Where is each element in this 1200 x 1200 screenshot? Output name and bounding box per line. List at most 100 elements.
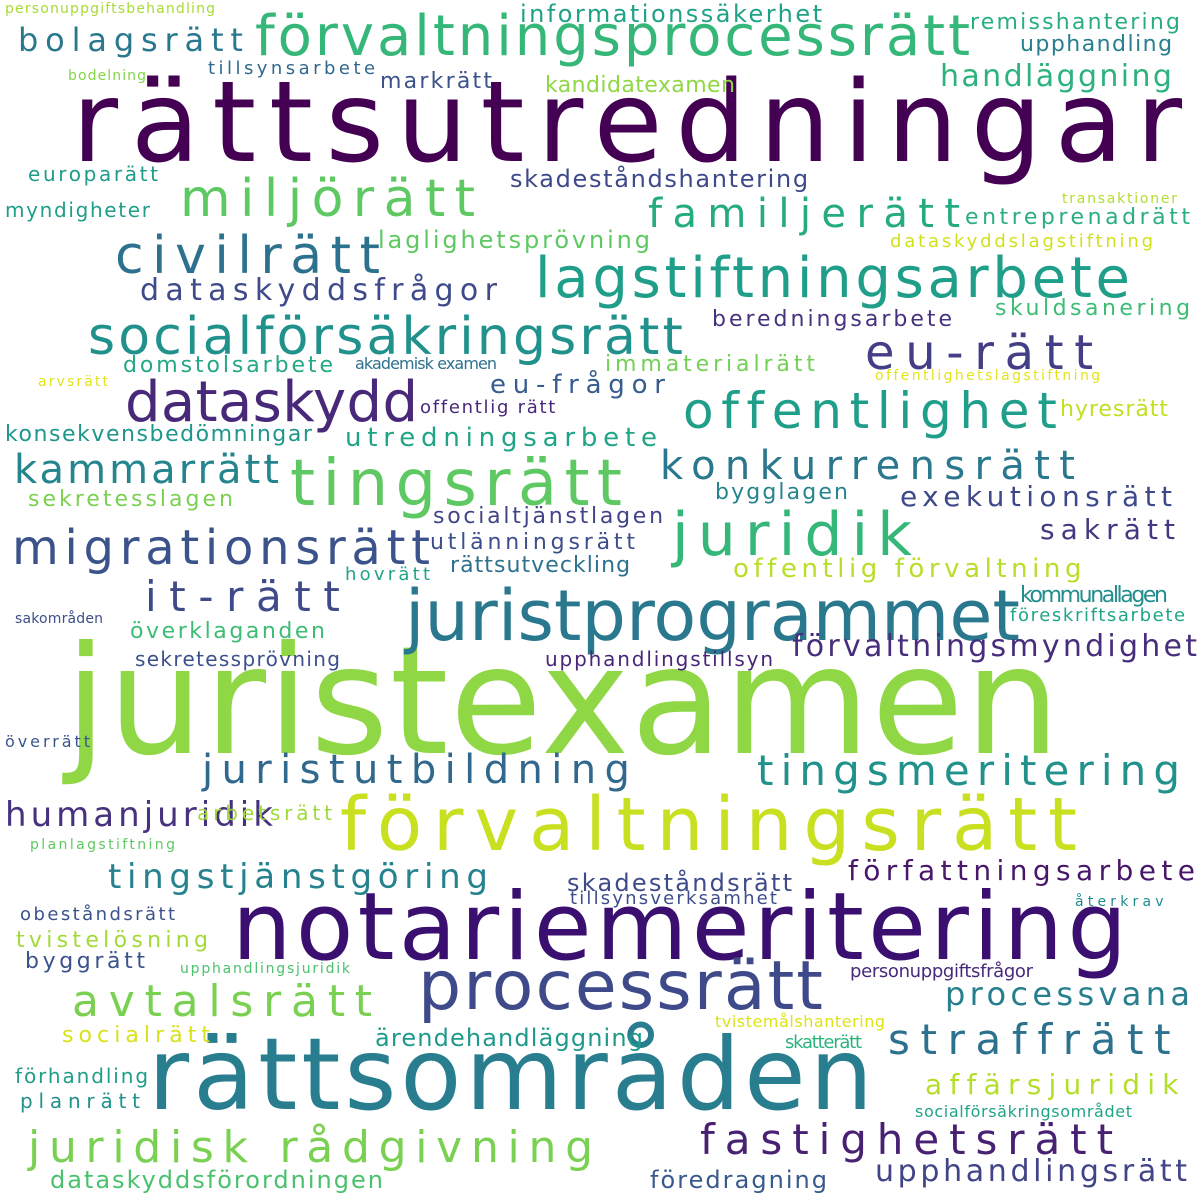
word-arbetsratt: arbetsrätt — [197, 801, 336, 825]
word-obestandsratt: obeståndsrätt — [20, 904, 178, 925]
word-juristutbildning: juristutbildning — [202, 747, 639, 793]
word-familjeratt: familjerätt — [648, 191, 971, 237]
word-kandidatexamen: kandidatexamen — [545, 73, 736, 98]
word-byggratt: byggrätt — [25, 949, 149, 974]
word-tvistemalshantering: tvistemålshantering — [715, 1012, 886, 1031]
word-overklaganden: överklaganden — [130, 619, 328, 644]
word-konsekvensbedomningar: konsekvensbedömningar — [5, 422, 314, 447]
word-sekretesslagen: sekretesslagen — [28, 487, 236, 512]
word-handlaggning: handläggning — [940, 59, 1175, 94]
word-upphandlingsjuridik: upphandlingsjuridik — [180, 961, 352, 977]
word-remisshantering: remisshantering — [970, 10, 1183, 35]
word-kommunallagen: kommunallagen — [1020, 583, 1168, 608]
word-dataskydd: dataskydd — [125, 370, 419, 435]
word-eu-ratt: eu-rätt — [865, 325, 1104, 381]
word-forfattningsarbete: författningsarbete — [848, 854, 1200, 887]
word-sekretessprovning: sekretessprövning — [135, 647, 342, 671]
word-planratt: planrätt — [20, 1089, 146, 1113]
word-domstolsarbete: domstolsarbete — [123, 353, 336, 378]
word-socialtjanstlagen: socialtjänstlagen — [433, 504, 666, 529]
word-forhandling: förhandling — [15, 1064, 150, 1088]
word-processratt: processrätt — [418, 947, 826, 1026]
word-avtalsratt: avtalsrätt — [72, 976, 382, 1027]
word-tillsynsverksamhet: tillsynsverksamhet — [570, 888, 780, 909]
word-personuppgiftsbehandling: personuppgiftsbehandling — [5, 1, 217, 17]
word-utlanningsratt: utlänningsrätt — [430, 530, 639, 555]
word-affarsjuridik: affärsjuridik — [925, 1068, 1186, 1101]
word-humanjuridik: humanjuridik — [5, 795, 277, 835]
word-skadestandshantering: skadeståndshantering — [510, 165, 810, 193]
word-konkurrensratt: konkurrensrätt — [660, 443, 1085, 489]
word-juristprogrammet: juristprogrammet — [405, 575, 1021, 657]
word-socialforsakringsratt: socialförsäkringsrätt — [88, 307, 687, 367]
word-hovratt: hovrätt — [345, 564, 434, 585]
word-informationssakerhet: informationssäkerhet — [520, 0, 825, 28]
word-sakomraden: sakområden — [15, 611, 104, 627]
word-beredningsarbete: beredningsarbete — [712, 307, 956, 332]
word-socialratt: socialrätt — [62, 1023, 216, 1048]
word-bolagsratt: bolagsrätt — [18, 21, 250, 59]
word-bygglagen: bygglagen — [715, 480, 851, 505]
word-tingsratt: tingsrätt — [290, 447, 630, 521]
word-sakratt: sakrätt — [1040, 513, 1182, 546]
word-foredragning: föredragning — [650, 1166, 830, 1194]
word-dataskyddsfragor: dataskyddsfrågor — [140, 273, 504, 308]
word-markratt: markrätt — [380, 69, 495, 94]
word-offentlig-ratt: offentlig rätt — [420, 397, 558, 418]
word-rattsomraden: rättsområden — [148, 1016, 877, 1133]
word-offentlighetslagstiftning: offentlighetslagstiftning — [875, 368, 1103, 384]
word-utredningsarbete: utredningsarbete — [345, 423, 663, 453]
word-immaterialratt: immaterialrätt — [605, 352, 819, 377]
word-myndigheter: myndigheter — [5, 198, 152, 222]
word-dataskyddslagstiftning: dataskyddslagstiftning — [890, 231, 1156, 252]
word-forvaltningsprocessratt: förvaltningsprocessrätt — [255, 4, 973, 69]
word-overratt: överrätt — [5, 732, 93, 751]
word-lagstiftningsarbete: lagstiftningsarbete — [535, 246, 1134, 311]
word-bodelning: bodelning — [68, 68, 148, 84]
word-processvana: processvana — [945, 975, 1195, 1013]
word-notariemeritering: notariemeritering — [232, 873, 1132, 982]
word-tingstjanstgoring: tingstjänstgöring — [108, 857, 494, 897]
word-straffratt: straffrätt — [888, 1015, 1182, 1064]
word-fastighetsratt: fastighetsrätt — [700, 1115, 1123, 1164]
word-tillsynsarbete: tillsynsarbete — [208, 58, 379, 79]
word-exekutionsratt: exekutionsrätt — [900, 480, 1178, 513]
word-socialforsakringsomradet: socialförsäkringsområdet — [915, 1102, 1133, 1121]
word-arendehandlaggning: ärendehandläggning — [375, 1024, 645, 1052]
word-kammarratt: kammarrätt — [14, 447, 283, 493]
word-skadestandsratt: skadeståndsrätt — [567, 869, 795, 897]
word-miljoratt: miljörätt — [180, 169, 485, 229]
word-tvistelosning: tvistelösning — [16, 928, 213, 953]
word-juridisk-radgivning: juridisk rådgivning — [28, 1122, 602, 1173]
word-planlagstiftning: planlagstiftning — [30, 837, 178, 853]
word-foreskriftsarbete: föreskriftsarbete — [1010, 605, 1187, 626]
word-rattsutveckling: rättsutveckling — [450, 553, 632, 578]
word-juristexamen: juristexamen — [65, 615, 1062, 789]
word-upphandlingsratt: upphandlingsrätt — [875, 1154, 1191, 1189]
word-personuppgiftsfragor: personuppgiftsfrågor — [850, 961, 1033, 982]
word-arvsratt: arvsrätt — [38, 374, 111, 390]
word-europaratt: europarätt — [28, 162, 161, 186]
word-upphandling: upphandling — [1020, 32, 1174, 57]
word-forvaltningsratt: förvaltningsrätt — [340, 782, 1088, 868]
word-skuldsanering: skuldsanering — [995, 296, 1194, 321]
word-skatteratt: skatterätt — [785, 1032, 862, 1053]
word-hyresratt: hyresrätt — [1060, 397, 1169, 422]
word-offentlig-forvaltning: offentlig förvaltning — [733, 554, 1087, 584]
word-forvaltningsmyndighet: förvaltningsmyndighet — [792, 629, 1200, 664]
word-eu-fragor: eu-frågor — [490, 370, 672, 400]
word-transaktioner: transaktioner — [1062, 191, 1179, 207]
word-entreprenadratt: entreprenadrätt — [965, 205, 1194, 230]
word-aterkrav: återkrav — [1075, 894, 1168, 910]
word-upphandlingstillsyn: upphandlingstillsyn — [545, 647, 775, 671]
word-akademisk-examen: akademisk examen — [355, 354, 497, 373]
word-rattsutredningar: rättsutredningar — [72, 58, 1195, 188]
word-it-ratt: it-rätt — [145, 572, 353, 621]
word-civilratt: civilrätt — [115, 226, 389, 286]
word-offentlighet: offentlighet — [683, 382, 1065, 440]
word-migrationsratt: migrationsrätt — [12, 520, 436, 576]
word-dataskyddsforordningen: dataskyddsförordningen — [50, 1166, 385, 1194]
word-tingsmeritering: tingsmeritering — [757, 746, 1188, 795]
word-laglighetsprovning: laglighetsprövning — [378, 226, 653, 254]
